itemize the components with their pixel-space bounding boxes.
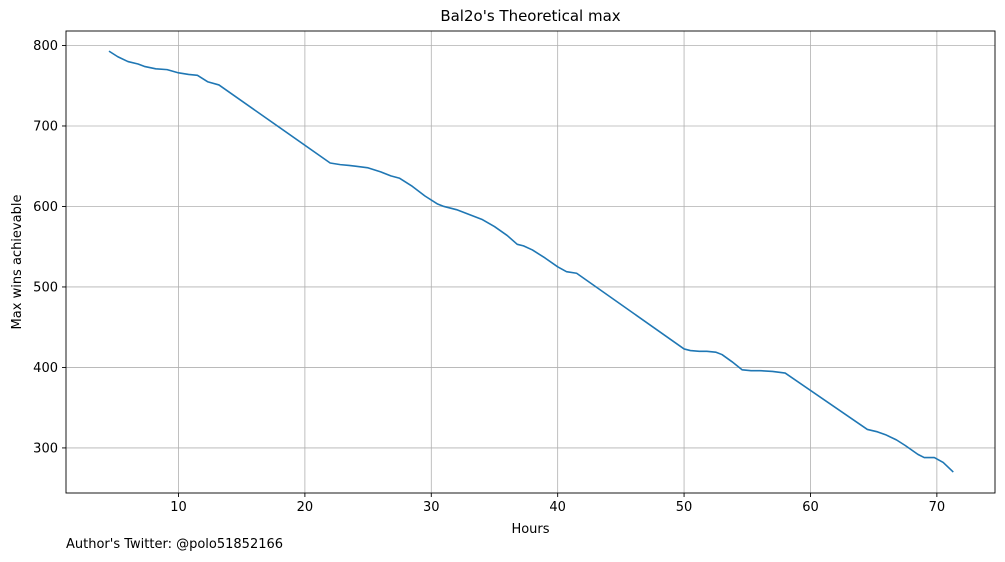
y-tick-label: 400 xyxy=(33,361,58,376)
x-tick-label: 60 xyxy=(802,500,819,515)
chart-title: Bal2o's Theoretical max xyxy=(440,7,620,25)
y-tick-label: 600 xyxy=(33,200,58,215)
y-tick-label: 800 xyxy=(33,39,58,54)
plot-frame xyxy=(65,30,996,494)
y-tick-label: 300 xyxy=(33,441,58,456)
y-tick-label: 700 xyxy=(33,119,58,134)
x-tick-label: 40 xyxy=(549,500,566,515)
x-tick-label: 20 xyxy=(297,500,314,515)
series-line xyxy=(108,50,954,473)
y-axis-title: Max wins achievable xyxy=(10,195,25,330)
author-twitter-note: Author's Twitter: @polo51852166 xyxy=(66,537,284,552)
x-axis-title: Hours xyxy=(511,522,549,537)
x-tick-label: 30 xyxy=(423,500,440,515)
x-tick-label: 70 xyxy=(929,500,946,515)
y-tick-label: 500 xyxy=(33,280,58,295)
x-tick-label: 10 xyxy=(170,500,187,515)
x-tick-label: 50 xyxy=(676,500,693,515)
